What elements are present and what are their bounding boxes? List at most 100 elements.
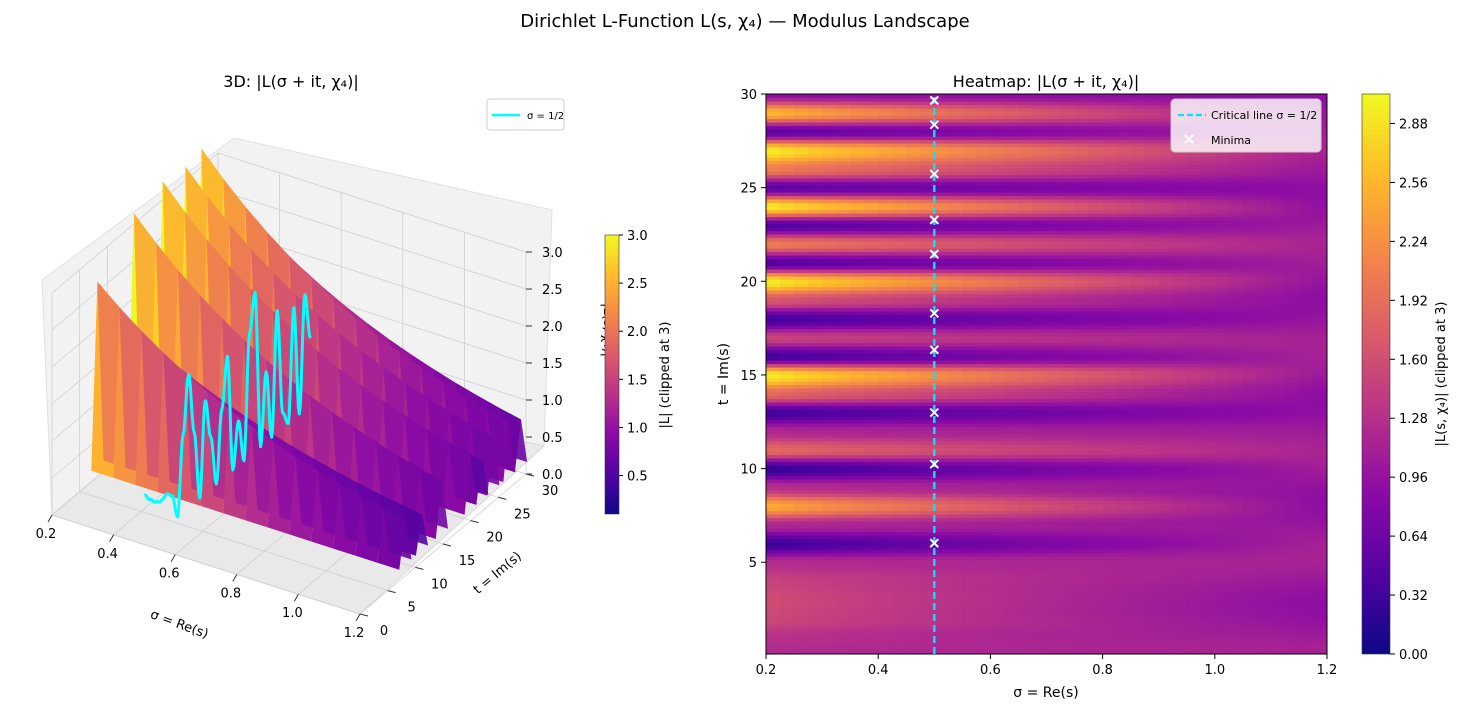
heatmap-cell [1074,262,1090,267]
heatmap-cell [864,311,879,316]
heatmap-cell [1116,622,1132,627]
heatmap-cell [878,570,893,575]
heatmap-cell [934,356,949,361]
heatmap-cell [1130,167,1146,172]
heatmap-cell [990,353,1006,358]
heatmap-cell [948,489,963,494]
heatmap-cell [1060,531,1076,536]
heatmap-cell [1158,160,1174,165]
heatmap-cell [1046,244,1062,249]
heatmap-cell [1130,643,1146,648]
heatmap-cell [892,339,907,344]
heatmap-cell [1102,612,1118,617]
heatmap-cell [794,213,809,218]
heatmap-cell [892,629,907,634]
heatmap-cell [878,335,893,340]
heatmap-cell [808,202,823,207]
heatmap-cell [1018,514,1034,519]
heatmap-cell [906,374,921,379]
heatmap-cell [1158,419,1174,424]
heatmap-cell [794,227,809,232]
heatmap-cell [864,153,879,158]
heatmap-cell [836,279,851,284]
heatmap-cell [962,584,977,589]
heatmap-cell [976,584,992,589]
heatmap-cell [962,216,977,221]
heatmap-cell [850,388,865,393]
heatmap-cell [892,402,907,407]
heatmap-cell [794,297,809,302]
heatmap-cell [1074,321,1090,326]
heatmap-cell [1032,412,1048,417]
heatmap-cell [878,220,893,225]
heatmap-cell [1074,458,1090,463]
heatmap-cell [878,139,893,144]
heatmap-cell [1018,241,1034,246]
heatmap-cell [822,398,837,403]
heatmap-cell [1032,153,1048,158]
heatmap-cell [1074,409,1090,414]
heatmap-cell [920,146,935,151]
heatmap-cell [1088,122,1104,127]
heatmap-cell [1130,377,1146,382]
heatmap-cell [892,388,907,393]
heatmap-cell [850,437,865,442]
heatmap-cell [892,199,907,204]
heatmap-cell [948,132,963,137]
heatmap-cell [1018,615,1034,620]
heatmap-cell [1088,185,1104,190]
heatmap-cell [990,409,1006,414]
heatmap-cell [892,255,907,260]
heatmap-cell [1046,493,1062,498]
heatmap-cell [1074,563,1090,568]
heatmap-cell [1032,622,1048,627]
heatmap-cell [850,314,865,319]
heatmap-cell [1102,388,1118,393]
heatmap-cell [1144,377,1160,382]
heatmap-cell [1158,615,1174,620]
heatmap-cell [1130,640,1146,645]
heatmap-cell [1144,167,1160,172]
heatmap-cell [850,346,865,351]
heatmap-cell [1074,258,1090,263]
heatmap-cell [1172,496,1188,501]
heatmap-cell [990,629,1006,634]
heatmap-cell [1032,244,1048,249]
heatmap-cell [1088,384,1104,389]
heatmap-cell [990,594,1006,599]
heatmap-cell [1032,332,1048,337]
heatmap-cell [892,178,907,183]
heatmap-cell [1116,122,1132,127]
heatmap-cell [836,566,851,571]
heatmap-cell [1158,356,1174,361]
heatmap-cell [990,192,1006,197]
heatmap-cell [1158,426,1174,431]
heatmap-cell [906,101,921,106]
heatmap-cell [808,416,823,421]
heatmap-cell [766,570,781,575]
heatmap-cell [864,202,879,207]
heatmap-cell [836,143,851,148]
heatmap-cell [920,440,935,445]
heatmap-cell [1130,251,1146,256]
heatmap-cell [1088,202,1104,207]
heatmap-cell [766,622,781,627]
heatmap-cell [892,356,907,361]
heatmap-cell [1144,311,1160,316]
heatmap-cell [766,178,781,183]
heatmap-cell [780,458,795,463]
heatmap-cell [1088,500,1104,505]
surface-colorbar-tick-label: 0.5 [627,470,648,485]
heatmap-cell [976,101,992,106]
heatmap-cell [794,143,809,148]
heatmap-cell [1130,454,1146,459]
heatmap-cell [1046,293,1062,298]
heatmap-cell [990,241,1006,246]
heatmap-cell [1046,472,1062,477]
heatmap-cell [1116,444,1132,449]
heatmap-cell [780,549,795,554]
heatmap-cell [1130,241,1146,246]
heatmap-cell [948,167,963,172]
heatmap-cell [864,342,879,347]
heatmap-cell [948,181,963,186]
